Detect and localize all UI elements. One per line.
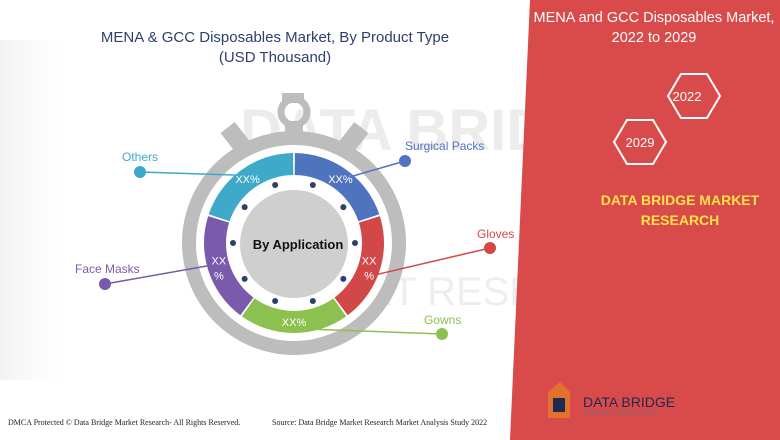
segment-percent-label-suffix: % [214, 270, 224, 282]
dial-dot [272, 181, 279, 188]
right-title-line1: MENA and GCC Disposables Market, [533, 10, 775, 26]
year-start-label: 2022 [673, 89, 702, 104]
logo-tagline: MARKET RESEARCH [584, 411, 659, 417]
segment-surgical-packs [294, 153, 380, 222]
leader-dot [436, 328, 448, 340]
right-title-line2: 2022 to 2029 [611, 30, 697, 46]
leader-dot [99, 278, 111, 290]
percent-labels: XX% XX% XX% XX% XX% [212, 174, 378, 329]
dial-dot [309, 181, 316, 188]
center-label: By Application [253, 237, 344, 252]
leader-dot [134, 166, 146, 178]
segment-percent-label: XX [212, 255, 227, 267]
dial-dot [340, 204, 347, 211]
dial-dot [241, 275, 248, 282]
year-end-label: 2029 [626, 135, 655, 150]
segment-percent-label-suffix: % [364, 270, 374, 282]
segment-face-masks [204, 216, 254, 316]
leader-line [349, 160, 406, 178]
watermark-band [0, 40, 80, 380]
segment-percent-label: XX [362, 255, 377, 267]
leader-line [139, 171, 242, 176]
dial-dot [340, 275, 347, 282]
logo-mark-inner [553, 398, 565, 412]
hexagon-2029 [612, 119, 668, 165]
chart-title-line1: MENA & GCC Disposables Market, By Produc… [100, 29, 450, 46]
segment-others [208, 153, 294, 222]
brand-line2: RESEARCH [640, 212, 720, 228]
brand-label: DATA BRIDGE MARKET RESEARCH [580, 190, 780, 230]
logo-name: DATA BRIDGE [583, 394, 676, 410]
leader-line [299, 328, 443, 335]
right-panel-title: MENA and GCC Disposables Market, 2022 to… [528, 8, 780, 48]
category-label: Gloves [477, 227, 514, 241]
segment-percent-label: XX% [235, 174, 260, 186]
dial-dot [230, 240, 236, 246]
leader-line [373, 247, 491, 276]
leader-dot [484, 242, 496, 254]
chart-title-line2: (USD Thousand) [218, 49, 332, 66]
segment-gloves [334, 216, 384, 316]
hexagon-2022 [666, 73, 722, 119]
dial-dot [309, 298, 316, 305]
brand-line1: DATA BRIDGE MARKET [600, 192, 760, 208]
footer-dmca: DMCA Protected © Data Bridge Market Rese… [8, 418, 241, 427]
leader-line [104, 264, 212, 285]
category-label: Face Masks [75, 262, 140, 276]
segment-gowns [241, 298, 347, 333]
dial-dot [352, 240, 358, 246]
dial-dots [230, 181, 358, 305]
category-label: Surgical Packs [405, 139, 484, 153]
segment-percent-label: XX% [328, 174, 353, 186]
category-label: Gowns [424, 313, 461, 327]
center-disc [240, 190, 348, 298]
category-label: Others [122, 150, 158, 164]
dial-dot [272, 298, 279, 305]
dial-dot [241, 204, 248, 211]
donut-segments [204, 153, 384, 333]
leader-dot [399, 155, 411, 167]
segment-percent-label: XX% [282, 317, 307, 329]
footer-source: Source: Data Bridge Market Research Mark… [272, 418, 488, 427]
chart-title: MENA & GCC Disposables Market, By Produc… [60, 28, 490, 68]
category-leaders: Surgical Packs Gloves Gowns Face Masks Other… [75, 139, 514, 340]
